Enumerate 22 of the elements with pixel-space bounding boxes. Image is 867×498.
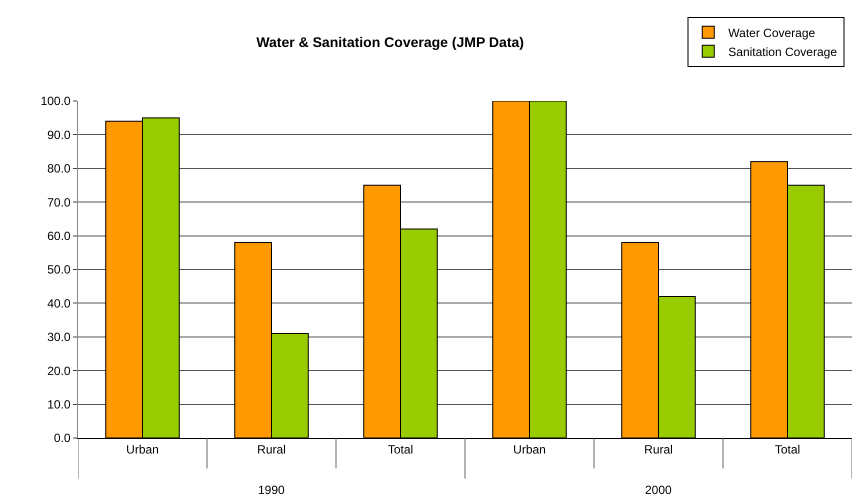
- y-tick-label: 10.0: [47, 398, 71, 412]
- legend-label: Sanitation Coverage: [728, 44, 838, 59]
- x-tick-label: Total: [774, 442, 800, 456]
- y-tick-label: 60.0: [47, 229, 71, 243]
- x-tick-label: Urban: [126, 442, 159, 456]
- y-tick-label: 30.0: [47, 330, 71, 344]
- y-tick-label: 40.0: [47, 296, 71, 310]
- y-tick-label: 0.0: [54, 431, 71, 446]
- y-tick-label: 20.0: [47, 364, 71, 378]
- x-tick-label: Rural: [644, 442, 673, 456]
- x-tick-label: Rural: [257, 442, 286, 456]
- y-tick-label: 90.0: [47, 128, 71, 142]
- x-tick-label: Urban: [513, 442, 546, 456]
- legend-label: Water Coverage: [728, 26, 816, 40]
- y-tick-label: 100.0: [40, 94, 71, 108]
- y-tick-label: 50.0: [47, 262, 71, 277]
- y-tick-label: 70.0: [47, 195, 71, 210]
- chart-title: Water & Sanitation Coverage (JMP Data): [256, 34, 524, 50]
- x-tick-label: Total: [388, 442, 414, 456]
- text: 1990: [258, 483, 286, 497]
- text: 2000: [645, 483, 672, 497]
- y-tick-label: 80.0: [47, 162, 71, 176]
